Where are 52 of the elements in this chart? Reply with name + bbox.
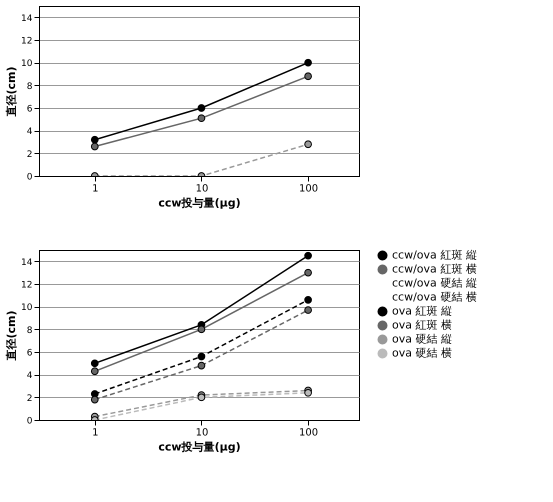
x-tick-label: 1	[92, 428, 98, 438]
y-axis-title: 直径(cm)	[5, 310, 18, 362]
point	[198, 114, 206, 122]
x-tick-label: 10	[196, 428, 208, 438]
point	[304, 252, 312, 260]
legend-label: ccw/ova 紅斑 縦	[392, 248, 477, 262]
point	[90, 142, 99, 150]
point	[90, 136, 99, 144]
y-tick-label: 12	[21, 36, 32, 46]
legend-label: ova 硬結 縦	[392, 332, 452, 346]
y-tick-label: 8	[26, 326, 33, 336]
y-tick-label: 6	[26, 104, 33, 114]
point	[304, 388, 312, 397]
x-tick-label: 100	[299, 428, 318, 438]
y-tick-label: 10	[21, 59, 33, 70]
y-tick-label: 0	[26, 416, 33, 426]
y-tick-label: 2	[26, 150, 32, 160]
y-tick-label: 14	[21, 258, 33, 268]
point	[304, 268, 312, 277]
point	[90, 367, 99, 376]
point	[90, 359, 99, 368]
point	[198, 362, 206, 370]
legend-label: ova 紅斑 縦	[392, 304, 452, 318]
point	[304, 306, 312, 314]
y-tick-label: 2	[26, 394, 32, 404]
point	[304, 140, 312, 148]
text: ccw/ova 硬結 横	[392, 290, 477, 304]
y-tick-label: 10	[21, 303, 33, 314]
x-axis-title: ccw投与量(μg)	[158, 196, 241, 210]
point	[198, 104, 206, 112]
point	[304, 72, 312, 80]
point	[304, 58, 312, 67]
y-tick-label: 8	[26, 82, 33, 92]
y-tick-label: 4	[26, 127, 33, 138]
point	[198, 393, 206, 402]
x-tick-label: 1	[92, 184, 98, 194]
text: ccw/ova 硬結 縦	[392, 276, 477, 290]
y-tick-label: 12	[21, 280, 32, 290]
x-axis-title: ccw投与量(μg)	[158, 440, 241, 454]
legend-label: ova 硬結 横	[392, 346, 452, 360]
legend-label: ova 紅斑 横	[392, 318, 452, 332]
y-tick-label: 6	[26, 348, 33, 358]
y-tick-label: 14	[21, 14, 33, 24]
legend-label: ccw/ova 紅斑 横	[392, 262, 477, 276]
y-tick-label: 4	[26, 371, 33, 382]
point	[304, 296, 312, 304]
y-tick-label: 0	[26, 172, 33, 182]
x-tick-label: 10	[196, 184, 208, 194]
x-tick-label: 100	[299, 184, 318, 194]
y-axis-title: 直径(cm)	[5, 66, 18, 118]
point	[90, 396, 99, 404]
point	[198, 352, 206, 360]
